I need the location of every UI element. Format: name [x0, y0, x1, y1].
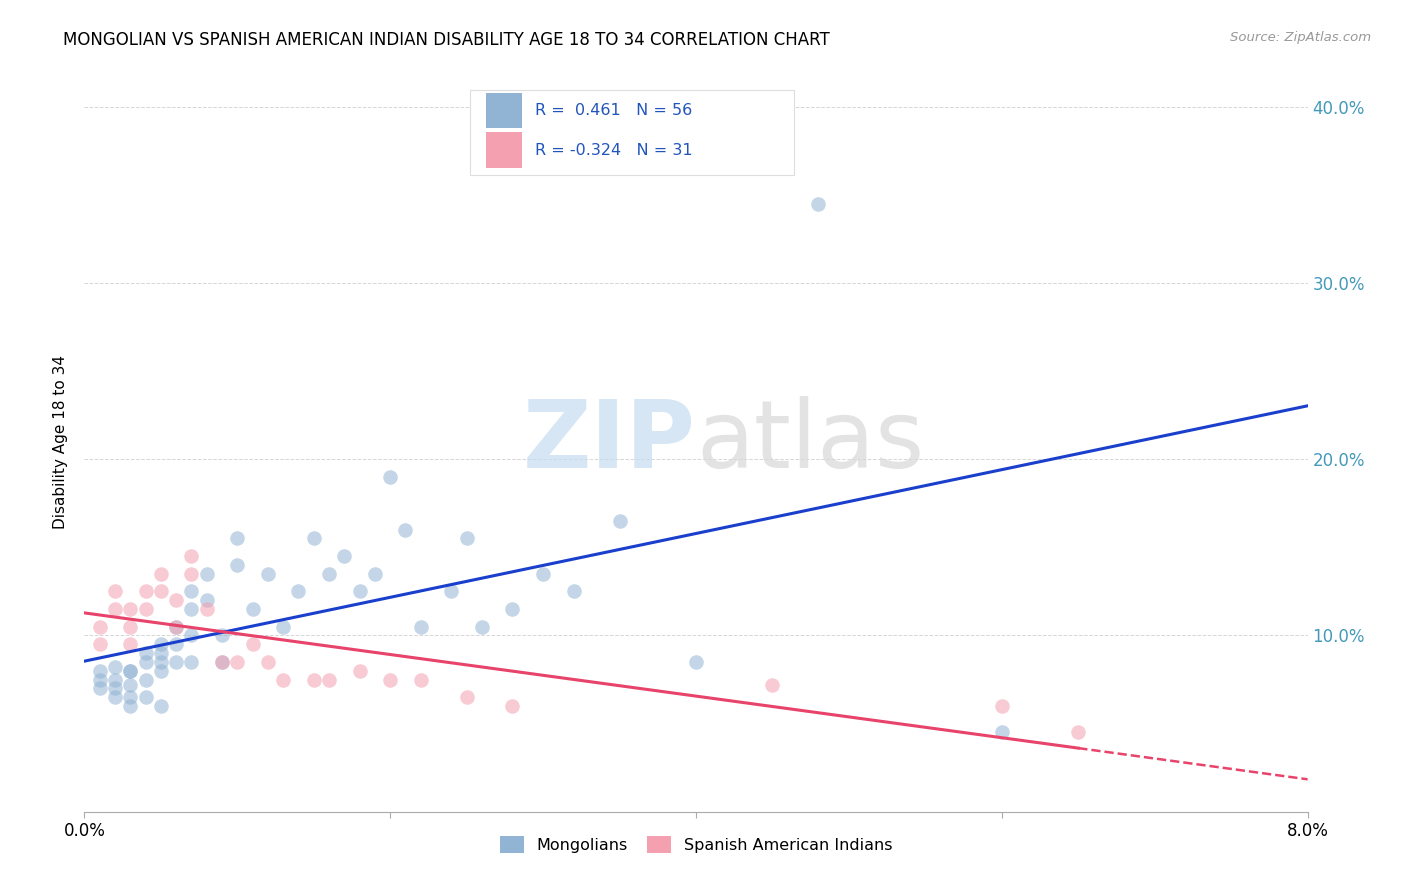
FancyBboxPatch shape [485, 132, 522, 168]
Legend: Mongolians, Spanish American Indians: Mongolians, Spanish American Indians [494, 830, 898, 859]
Point [195, 566, 218, 581]
Point [195, 602, 218, 616]
Point [104, 673, 127, 687]
Point [135, 584, 157, 599]
Point [135, 646, 157, 660]
Point [104, 584, 127, 599]
Text: atlas: atlas [696, 395, 924, 488]
Text: Source: ZipAtlas.com: Source: ZipAtlas.com [1230, 31, 1371, 45]
Point [1067, 725, 1090, 739]
Point [135, 602, 157, 616]
Point [135, 655, 157, 669]
Point [562, 584, 585, 599]
Point [180, 628, 202, 642]
Text: MONGOLIAN VS SPANISH AMERICAN INDIAN DISABILITY AGE 18 TO 34 CORRELATION CHART: MONGOLIAN VS SPANISH AMERICAN INDIAN DIS… [63, 31, 830, 49]
Point [165, 619, 187, 633]
Point [380, 673, 402, 687]
Point [409, 619, 432, 633]
Point [502, 698, 524, 713]
Point [104, 681, 127, 696]
Point [149, 698, 172, 713]
Point [89, 619, 111, 633]
Text: R =  0.461   N = 56: R = 0.461 N = 56 [534, 103, 692, 118]
Point [211, 628, 233, 642]
Point [120, 637, 142, 651]
Point [195, 593, 218, 607]
Point [456, 690, 478, 705]
Point [120, 678, 142, 692]
Point [149, 664, 172, 678]
Point [104, 602, 127, 616]
Point [471, 619, 494, 633]
Point [440, 584, 463, 599]
Point [685, 655, 707, 669]
Point [211, 655, 233, 669]
Point [271, 619, 294, 633]
Point [120, 664, 142, 678]
Point [991, 698, 1014, 713]
Y-axis label: Disability Age 18 to 34: Disability Age 18 to 34 [53, 354, 69, 529]
Point [364, 566, 387, 581]
Point [271, 673, 294, 687]
Point [120, 690, 142, 705]
Text: R = -0.324   N = 31: R = -0.324 N = 31 [534, 143, 692, 158]
Point [502, 602, 524, 616]
Point [287, 584, 309, 599]
Point [302, 532, 325, 546]
Point [349, 584, 371, 599]
Point [211, 655, 233, 669]
Point [242, 602, 264, 616]
Point [333, 549, 356, 563]
Point [761, 678, 783, 692]
Point [135, 690, 157, 705]
Point [149, 655, 172, 669]
Point [991, 725, 1014, 739]
Point [318, 673, 340, 687]
Point [257, 655, 280, 669]
Point [104, 660, 127, 674]
Point [302, 673, 325, 687]
Point [226, 655, 249, 669]
Point [180, 602, 202, 616]
FancyBboxPatch shape [470, 90, 794, 175]
Point [380, 470, 402, 484]
Point [394, 523, 416, 537]
Point [349, 664, 371, 678]
Point [226, 558, 249, 572]
Point [609, 514, 631, 528]
Point [409, 673, 432, 687]
Point [165, 637, 187, 651]
Point [89, 681, 111, 696]
Text: ZIP: ZIP [523, 395, 696, 488]
Point [149, 637, 172, 651]
Point [89, 637, 111, 651]
Point [104, 690, 127, 705]
Point [149, 646, 172, 660]
Point [120, 664, 142, 678]
Point [165, 655, 187, 669]
Point [120, 602, 142, 616]
Point [242, 637, 264, 651]
Point [165, 619, 187, 633]
Point [257, 566, 280, 581]
Point [165, 593, 187, 607]
Point [456, 532, 478, 546]
Point [180, 655, 202, 669]
Point [120, 619, 142, 633]
Point [180, 549, 202, 563]
Point [180, 566, 202, 581]
Point [531, 566, 554, 581]
Point [120, 698, 142, 713]
Point [149, 566, 172, 581]
Point [180, 584, 202, 599]
Point [149, 584, 172, 599]
Point [89, 664, 111, 678]
Point [226, 532, 249, 546]
Point [318, 566, 340, 581]
Point [135, 673, 157, 687]
Point [807, 196, 830, 211]
FancyBboxPatch shape [485, 93, 522, 128]
Point [89, 673, 111, 687]
